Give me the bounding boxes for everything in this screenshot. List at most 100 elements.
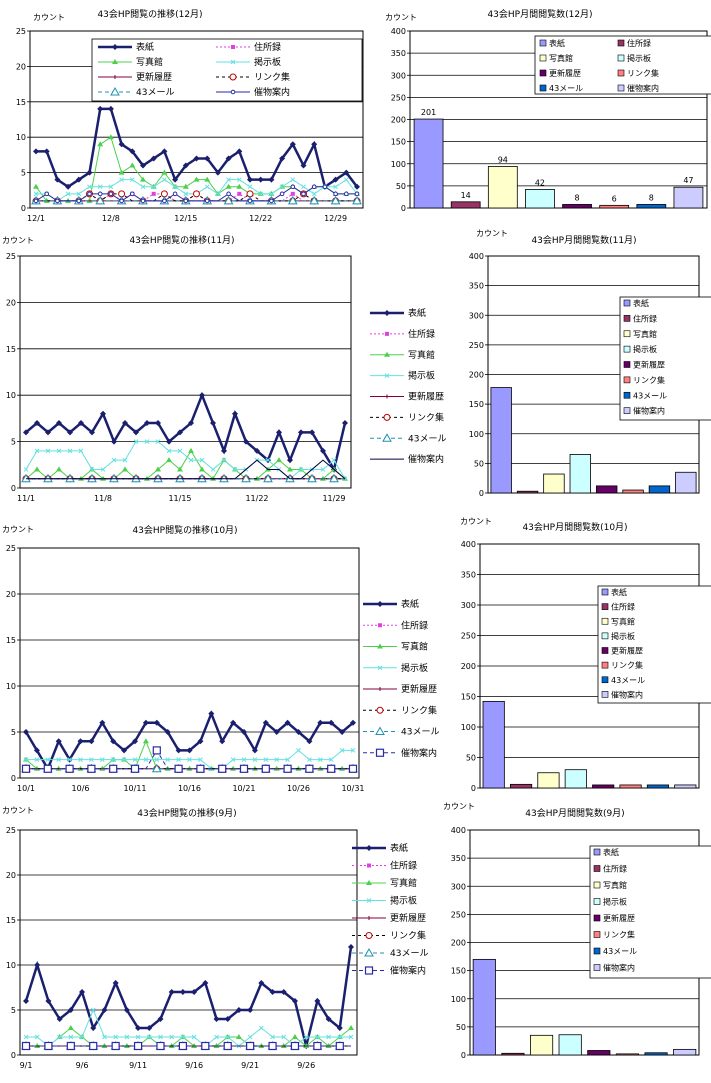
data-point [178, 1041, 187, 1051]
legend-swatch [539, 84, 547, 92]
data-point [65, 191, 71, 197]
data-point [290, 1041, 300, 1051]
y-tick-label: 350 [451, 854, 466, 863]
data-point [225, 1034, 231, 1040]
legend-swatch [593, 914, 601, 922]
data-point [193, 155, 200, 162]
data-point [23, 1034, 29, 1040]
data-point [269, 191, 274, 197]
y-tick-label: 20 [6, 298, 16, 307]
y-tick-label: 0 [11, 1051, 16, 1060]
data-point [133, 1041, 143, 1051]
data-point [274, 757, 280, 762]
legend-label: 43メール [611, 676, 645, 685]
data-point [309, 429, 315, 436]
legend-label: リンク集 [254, 71, 290, 83]
data-point [193, 176, 200, 182]
data-point [204, 184, 210, 190]
data-point [151, 191, 156, 196]
data-point [284, 719, 291, 726]
data-point [258, 980, 265, 986]
data-point [191, 1034, 197, 1040]
data-point [348, 944, 354, 950]
data-point [183, 198, 189, 204]
data-point [101, 1007, 108, 1013]
legend-marker [385, 331, 389, 336]
data-point [34, 1034, 40, 1040]
legend-label: 催物案内 [603, 963, 635, 973]
data-label: 47 [683, 176, 693, 185]
data-point [100, 410, 106, 417]
data-point [166, 438, 172, 445]
legend-label: リンク集 [408, 411, 444, 423]
bar-更新履歴 [587, 1050, 611, 1056]
data-point [221, 457, 227, 463]
data-point [263, 757, 269, 762]
data-point [210, 467, 216, 472]
data-point [329, 473, 339, 483]
data-point [65, 764, 74, 773]
y-tick-label: 300 [461, 601, 476, 610]
y-tick-label: 350 [469, 282, 484, 291]
chart-title: 43会HP月間閲覧数(11月) [531, 234, 636, 246]
data-point [86, 169, 93, 176]
data-point [67, 757, 72, 762]
data-point [34, 962, 41, 968]
legend-label: 住所録 [603, 864, 627, 874]
x-tick-label: 11/15 [168, 494, 191, 503]
data-point [135, 1025, 142, 1031]
bar-更新履歴 [562, 204, 592, 209]
data-point [201, 1041, 210, 1051]
data-point [23, 729, 29, 735]
series-表紙 [33, 105, 360, 190]
data-point [144, 420, 150, 427]
y-tick-label: 10 [6, 391, 16, 400]
data-point [140, 198, 146, 204]
legend-marker [385, 394, 389, 399]
data-point [87, 191, 92, 197]
legend-marker [375, 726, 385, 735]
y-tick-label: 200 [391, 116, 406, 125]
data-point [135, 1034, 141, 1040]
y-tick-label: 10 [16, 133, 26, 142]
data-point [34, 466, 40, 472]
legend-swatch [601, 661, 609, 669]
y-tick-label: 0 [401, 204, 406, 213]
data-point [232, 467, 238, 472]
legend-label: 更新履歴 [633, 360, 665, 370]
data-point [21, 764, 31, 773]
chart-title: 43会HP閲覧の推移(12月) [97, 8, 202, 20]
y-tick-label: 15 [16, 98, 26, 107]
data-point [336, 1025, 343, 1031]
series-line [24, 946, 353, 1047]
data-point [67, 1007, 74, 1013]
legend-swatch [601, 588, 609, 596]
data-point [129, 148, 136, 155]
legend-swatch [617, 54, 625, 62]
legend-swatch [623, 391, 631, 399]
data-point [44, 191, 50, 197]
data-point [169, 1034, 175, 1040]
legend-label: 掲示板 [603, 897, 627, 907]
chart-6: 0 50 100 150 200 250 300 350 400 43会HP月間閲覧数(10月) カ… [460, 517, 711, 793]
data-point [146, 1025, 153, 1031]
data-point [45, 757, 51, 762]
data-point [97, 141, 104, 147]
data-point [56, 448, 62, 454]
data-point [78, 448, 84, 454]
data-point [269, 989, 276, 995]
data-point [99, 719, 106, 726]
data-point [172, 184, 178, 190]
legend-marker [382, 433, 392, 442]
y-axis-label: カウント [385, 13, 417, 22]
bar-掲示板 [525, 189, 555, 209]
legend-marker [231, 45, 235, 49]
data-point [339, 729, 346, 735]
y-axis-label: カウント [476, 229, 508, 238]
data-point [188, 457, 194, 463]
bar-住所録 [509, 783, 533, 789]
legend-label: 表紙 [549, 38, 565, 48]
legend-marker [377, 601, 383, 607]
data-point [165, 757, 171, 762]
